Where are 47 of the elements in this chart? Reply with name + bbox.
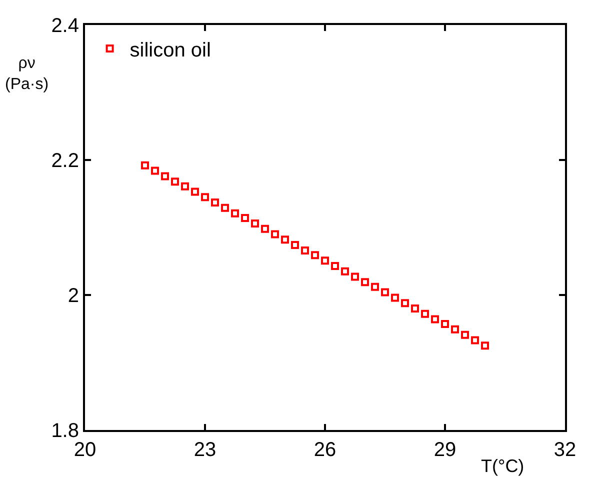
y-axis-title: ρν (Pa·s) — [5, 55, 49, 93]
point — [201, 193, 209, 202]
x-axis-title: T(°C) — [481, 456, 524, 476]
y-tick-label: 2 — [68, 285, 79, 307]
point — [151, 166, 159, 175]
point — [231, 209, 239, 218]
point — [371, 282, 379, 291]
legend-label: silicon oil — [130, 39, 211, 62]
point — [281, 236, 289, 244]
point — [381, 288, 389, 296]
x-tick-label: 32 — [554, 439, 576, 461]
point — [181, 182, 189, 190]
y-tick-label: 2.4 — [51, 15, 79, 37]
point — [311, 251, 319, 260]
point — [441, 320, 449, 328]
point — [401, 299, 409, 308]
x-tick-label: 23 — [194, 439, 216, 461]
point — [431, 315, 439, 324]
y-tick-label: 1.8 — [51, 420, 79, 442]
point — [361, 278, 369, 286]
x-tick-label: 20 — [74, 439, 96, 461]
y-tick-label: 2.2 — [51, 150, 79, 172]
point — [241, 214, 249, 222]
point — [321, 256, 329, 265]
point — [421, 310, 429, 318]
point — [301, 246, 309, 254]
point — [291, 241, 299, 250]
point — [271, 230, 279, 238]
point — [451, 325, 459, 334]
point — [411, 304, 419, 312]
point — [251, 219, 259, 228]
point — [171, 178, 179, 186]
point — [461, 330, 469, 339]
point — [481, 342, 489, 350]
point — [331, 262, 339, 270]
point — [221, 204, 229, 212]
point — [391, 294, 399, 302]
x-tick-label: 29 — [434, 439, 456, 461]
x-tick-label: 26 — [314, 439, 336, 461]
point — [341, 267, 349, 276]
point — [471, 336, 479, 344]
point — [141, 161, 149, 170]
point — [161, 172, 169, 180]
point — [211, 198, 219, 207]
point — [261, 224, 269, 233]
point — [191, 188, 199, 196]
point — [351, 272, 359, 281]
